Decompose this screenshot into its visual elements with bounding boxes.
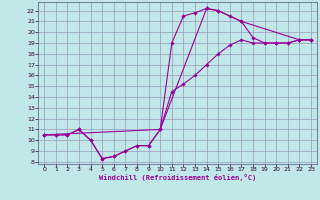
X-axis label: Windchill (Refroidissement éolien,°C): Windchill (Refroidissement éolien,°C) bbox=[99, 174, 256, 181]
